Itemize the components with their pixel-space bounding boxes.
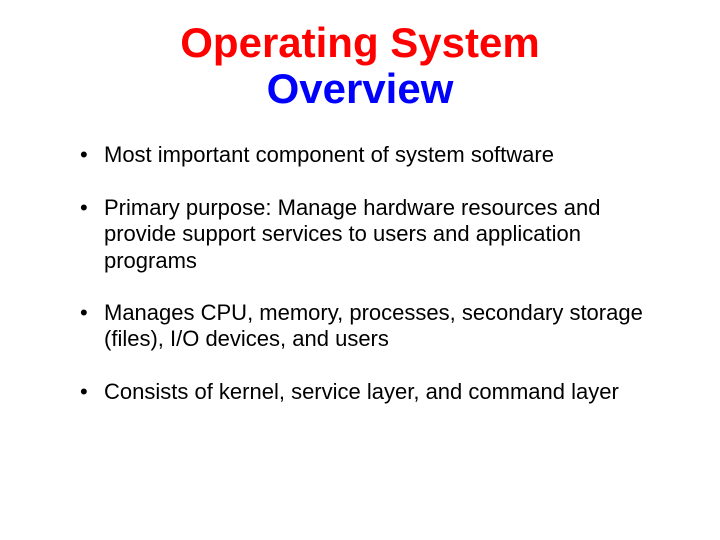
- title-line-1: Operating System: [50, 20, 670, 66]
- bullet-item: Consists of kernel, service layer, and c…: [80, 379, 670, 405]
- title-line-2: Overview: [50, 66, 670, 112]
- bullet-item: Manages CPU, memory, processes, secondar…: [80, 300, 670, 353]
- bullet-list: Most important component of system softw…: [50, 142, 670, 405]
- slide-title: Operating System Overview: [50, 20, 670, 112]
- bullet-item: Primary purpose: Manage hardware resourc…: [80, 195, 670, 274]
- bullet-item: Most important component of system softw…: [80, 142, 670, 168]
